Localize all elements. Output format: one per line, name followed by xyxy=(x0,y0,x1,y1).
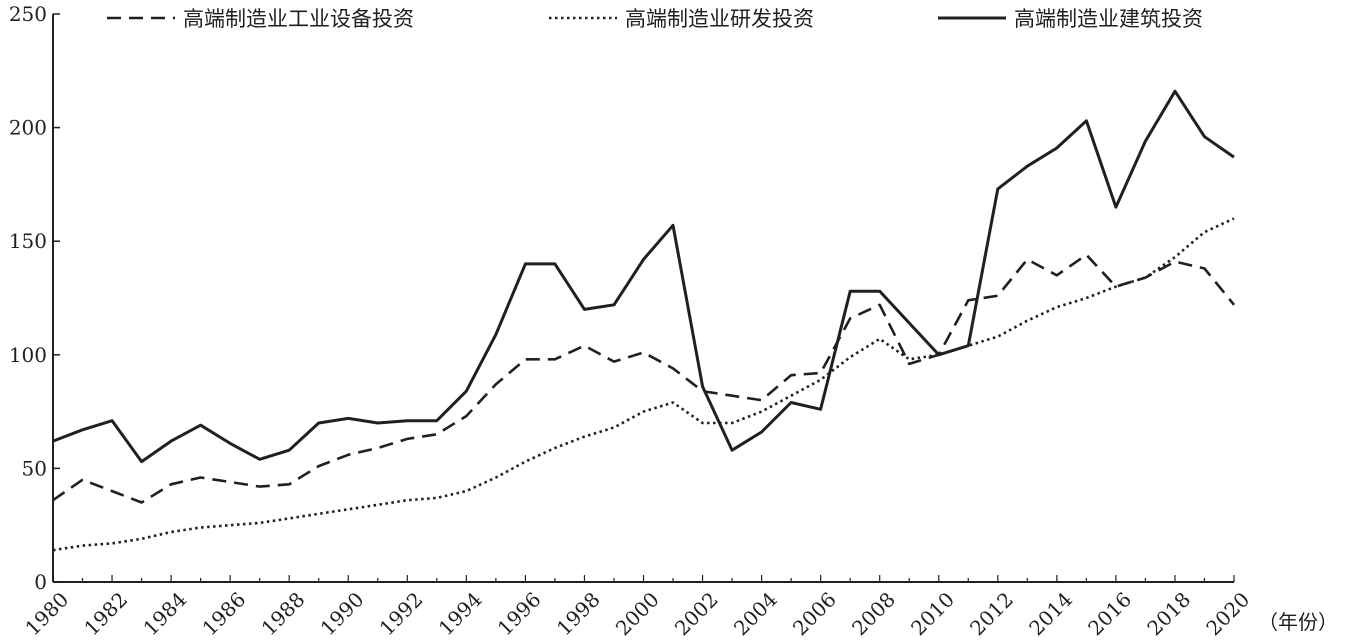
x-tick-label: 1996 xyxy=(493,587,546,640)
x-tick-label: 1980 xyxy=(20,587,73,640)
legend-label-2: 高端制造业研发投资 xyxy=(625,7,814,31)
series-lines xyxy=(52,89,1236,552)
x-tick-label: 2002 xyxy=(670,587,723,640)
legend: 高端制造业工业设备投资 高端制造业研发投资 高端制造业建筑投资 xyxy=(107,7,1203,31)
x-tick-label: 1986 xyxy=(197,587,250,640)
x-tick-label: 2014 xyxy=(1024,587,1077,640)
y-tick-label: 150 xyxy=(9,229,47,253)
y-tick-label: 50 xyxy=(22,456,47,480)
x-tick-label: 2016 xyxy=(1083,587,1136,640)
x-tick-label: 2020 xyxy=(1201,587,1254,640)
y-tick-label: 250 xyxy=(9,2,47,26)
x-tick-label: 1988 xyxy=(257,587,310,640)
legend-label-1: 高端制造业工业设备投资 xyxy=(183,7,414,31)
x-tick-label: 2006 xyxy=(788,587,841,640)
series-line-3 xyxy=(52,89,1235,464)
x-axis-unit-label: （年份） xyxy=(1258,610,1338,634)
axes xyxy=(52,14,1234,583)
legend-label-3: 高端制造业建筑投资 xyxy=(1014,7,1203,31)
series-line-1 xyxy=(52,253,1236,504)
series-line-2 xyxy=(52,217,1235,552)
x-tick-label: 2008 xyxy=(847,587,900,640)
y-tick-label: 200 xyxy=(9,116,47,140)
x-tick-label: 1994 xyxy=(434,587,487,640)
x-tick-label: 1984 xyxy=(138,587,191,640)
x-tick-label: 1990 xyxy=(316,587,369,640)
x-axis-ticks: 1980 1982 1984 1986 1988 1990 1992 1994 1996 1998… xyxy=(20,575,1254,640)
x-tick-label: 2012 xyxy=(965,587,1018,640)
x-tick-label: 1998 xyxy=(552,587,605,640)
y-tick-label: 0 xyxy=(34,570,47,594)
y-axis-ticks: 0 50 100 150 200 250 xyxy=(9,2,60,594)
x-tick-label: 2000 xyxy=(611,587,664,640)
x-tick-label: 1992 xyxy=(375,587,428,640)
x-tick-label: 2010 xyxy=(906,587,959,640)
x-tick-label: 2004 xyxy=(729,587,782,640)
y-tick-label: 100 xyxy=(9,343,47,367)
x-tick-label: 1982 xyxy=(79,587,132,640)
x-tick-label: 2018 xyxy=(1142,587,1195,640)
